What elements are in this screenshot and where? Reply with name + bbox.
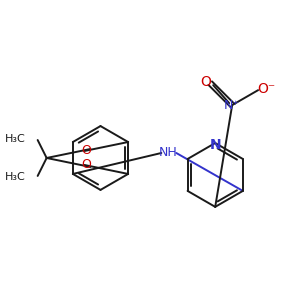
Text: O: O [82,145,91,158]
Text: O⁻: O⁻ [257,82,275,96]
Text: N: N [209,138,221,152]
Text: O: O [200,75,211,89]
Text: H₃C: H₃C [5,172,26,182]
Text: N⁺: N⁺ [224,99,240,112]
Text: NH: NH [159,146,178,160]
Text: H₃C: H₃C [5,134,26,144]
Text: O: O [82,158,91,172]
